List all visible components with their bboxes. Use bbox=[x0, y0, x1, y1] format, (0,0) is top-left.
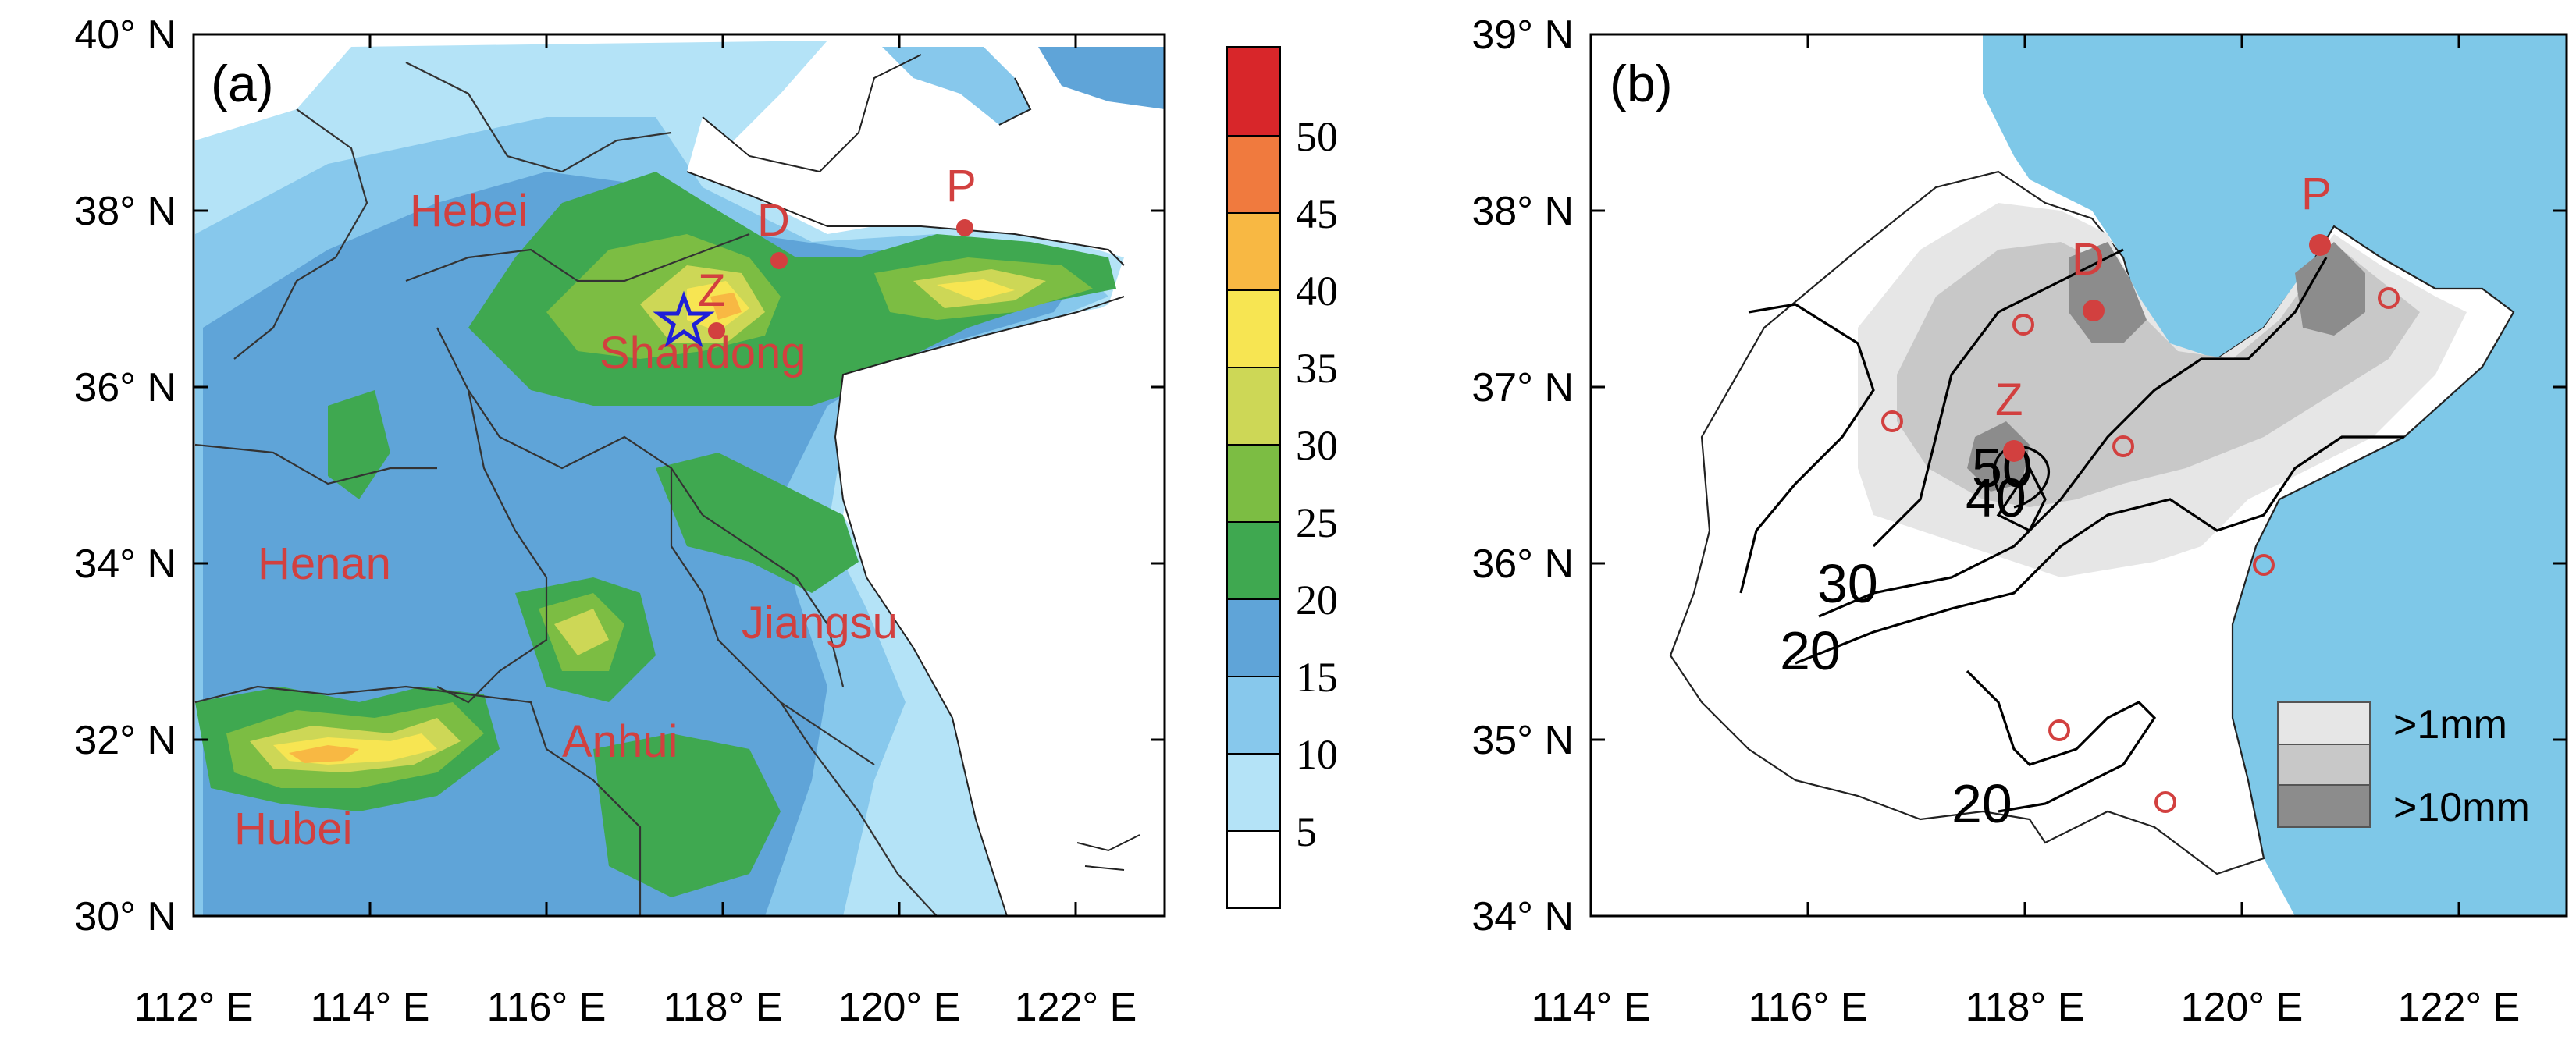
station-dot-z bbox=[708, 322, 725, 339]
province-label-shandong: Shandong bbox=[600, 328, 806, 378]
lat-tick-label: 38° N bbox=[74, 189, 176, 234]
map-frame bbox=[1589, 33, 2568, 918]
contour-label: 40 bbox=[1966, 467, 2026, 528]
legend-swatch-light bbox=[2277, 701, 2371, 745]
station-dot-d bbox=[770, 252, 788, 269]
colorbar-label: 35 bbox=[1296, 345, 1338, 392]
lon-tick-labels-a: 112° E 114° E 116° E 118° E 120° E 122° … bbox=[134, 985, 1137, 1030]
station-label-d: D bbox=[2072, 234, 2105, 285]
colorbar: 5 10 15 20 25 30 35 40 45 50 bbox=[1226, 46, 1338, 909]
lat-tick-labels-b: 34° N 35° N 36° N 37° N 38° N 39° N bbox=[1471, 12, 1574, 939]
lat-tick-label: 34° N bbox=[1471, 894, 1574, 939]
province-label-henan: Henan bbox=[258, 538, 391, 589]
lat-tick-label: 37° N bbox=[1471, 365, 1574, 410]
lon-tick-label: 114° E bbox=[311, 985, 430, 1030]
legend-label: >10mm bbox=[2393, 785, 2530, 830]
colorbar-label: 45 bbox=[1296, 190, 1338, 237]
lat-tick-label: 32° N bbox=[74, 718, 176, 763]
lon-tick-label: 120° E bbox=[2181, 985, 2304, 1030]
lon-tick-labels-b: 114° E 116° E 118° E 120° E 122° E bbox=[1532, 985, 2521, 1030]
lat-tick-label: 36° N bbox=[1471, 542, 1574, 587]
station-label-z: Z bbox=[698, 265, 725, 316]
station-map bbox=[1591, 34, 2567, 916]
lon-tick-label: 112° E bbox=[134, 985, 254, 1030]
lat-tick-labels-a: 30° N 32° N 34° N 36° N 38° N 40° N bbox=[74, 12, 176, 939]
colorbar-label: 5 bbox=[1296, 808, 1317, 855]
station-dot-z bbox=[2003, 440, 2025, 462]
panel-a: 30° N 32° N 34° N 36° N 38° N 40° N 112°… bbox=[74, 12, 1338, 1030]
lon-tick-label: 118° E bbox=[664, 985, 783, 1030]
legend-swatch-mid bbox=[2277, 744, 2371, 786]
lon-tick-label: 120° E bbox=[838, 985, 961, 1030]
province-label-anhui: Anhui bbox=[562, 716, 678, 767]
panel-label-a: (a) bbox=[211, 55, 274, 112]
province-label-jiangsu: Jiangsu bbox=[742, 598, 898, 648]
station-dot-p bbox=[956, 219, 973, 236]
station-label-p: P bbox=[2301, 169, 2332, 219]
colorbar-label: 50 bbox=[1296, 113, 1338, 160]
lon-tick-label: 116° E bbox=[1749, 985, 1868, 1030]
station-label-d: D bbox=[757, 195, 790, 246]
legend-swatch-dark bbox=[2277, 784, 2371, 828]
lat-tick-label: 40° N bbox=[74, 12, 176, 58]
lon-tick-label: 114° E bbox=[1532, 985, 1651, 1030]
contour-label: 30 bbox=[1817, 553, 1878, 614]
province-label-hebei: Hebei bbox=[410, 186, 528, 236]
lat-tick-label: 34° N bbox=[74, 542, 176, 587]
panel-label-b: (b) bbox=[1610, 55, 1673, 112]
contour-lines bbox=[1739, 248, 2404, 813]
station-label-z: Z bbox=[1995, 375, 2023, 425]
lat-tick-label: 39° N bbox=[1471, 12, 1574, 58]
lon-tick-label: 118° E bbox=[1966, 985, 2085, 1030]
star-icon bbox=[653, 290, 715, 348]
map-frame bbox=[192, 33, 1166, 918]
lat-tick-label: 36° N bbox=[74, 365, 176, 410]
lon-tick-label: 116° E bbox=[487, 985, 607, 1030]
station-dot-p bbox=[2309, 234, 2331, 256]
colorbar-label: 10 bbox=[1296, 731, 1338, 778]
panel-b: 34° N 35° N 36° N 37° N 38° N 39° N 114°… bbox=[1471, 12, 2568, 1030]
lat-tick-label: 35° N bbox=[1471, 718, 1574, 763]
legend: >1mm >10mm bbox=[2277, 701, 2530, 830]
colorbar-label: 15 bbox=[1296, 654, 1338, 701]
colorbar-label: 40 bbox=[1296, 268, 1338, 314]
legend-label: >1mm bbox=[2393, 702, 2507, 747]
contour-label: 20 bbox=[1780, 620, 1841, 681]
lat-tick-label: 30° N bbox=[74, 894, 176, 939]
station-label-p: P bbox=[946, 161, 977, 211]
lon-tick-label: 122° E bbox=[1015, 985, 1137, 1030]
rain-gauge-markers bbox=[1881, 287, 2400, 813]
lon-tick-label: 122° E bbox=[2398, 985, 2521, 1030]
rainfall-map bbox=[194, 34, 1165, 916]
colorbar-label: 25 bbox=[1296, 499, 1338, 546]
colorbar-label: 30 bbox=[1296, 422, 1338, 469]
contour-label: 20 bbox=[1952, 773, 2012, 834]
station-dot-d bbox=[2083, 300, 2105, 321]
lat-tick-label: 38° N bbox=[1471, 189, 1574, 234]
colorbar-label: 20 bbox=[1296, 577, 1338, 623]
province-label-hubei: Hubei bbox=[234, 804, 353, 854]
